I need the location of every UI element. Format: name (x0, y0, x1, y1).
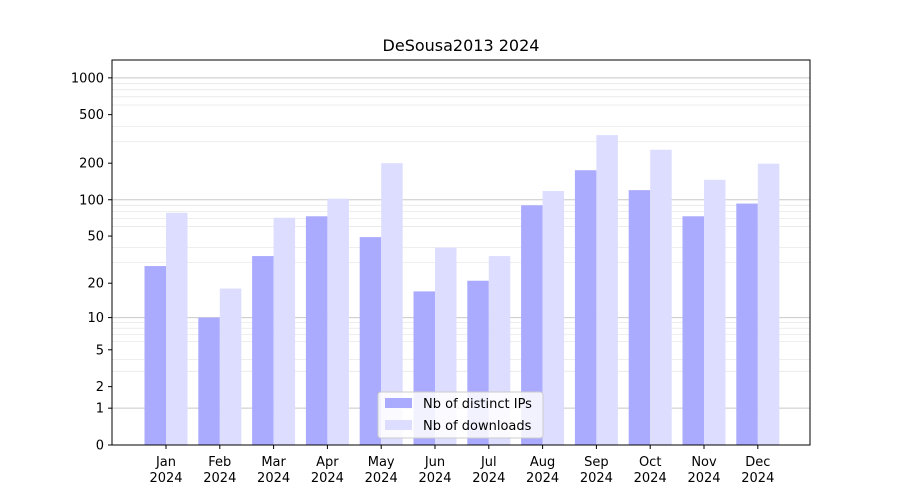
chart-title: DeSousa2013 2024 (383, 36, 540, 55)
bar-downloads-feb (219, 288, 242, 445)
x-tick-label-year: 2024 (365, 471, 398, 486)
x-tick-label-year: 2024 (418, 471, 451, 486)
bar-downloads-sep (596, 135, 618, 445)
bars (144, 135, 780, 445)
bar-ips-mar (252, 256, 274, 445)
legend-label-downloads: Nb of downloads (423, 419, 532, 434)
bar-ips-jan (144, 266, 166, 445)
y-tick-label: 1 (96, 402, 104, 417)
x-tick-label-year: 2024 (634, 471, 667, 486)
bar-downloads-aug (542, 191, 565, 445)
x-tick-label-year: 2024 (149, 471, 182, 486)
legend-swatch-downloads (385, 420, 412, 430)
y-axis-ticks: 0 1 2 5 10 20 50 100 200 500 1000 (71, 71, 112, 454)
x-tick-label-month: Jun (424, 455, 445, 470)
x-tick-label-month: Jan (155, 455, 176, 470)
y-tick-label: 500 (79, 108, 104, 123)
bar-ips-may (359, 237, 382, 445)
x-tick-label-month: Jul (480, 455, 497, 470)
bar-ips-oct (628, 190, 651, 445)
bar-downloads-nov (704, 179, 726, 445)
x-axis-ticks: Jan2024Feb2024Mar2024Apr2024May2024Jun20… (149, 445, 774, 486)
bar-ips-apr (305, 216, 328, 445)
plot-frame (111, 59, 811, 446)
x-tick-label-year: 2024 (257, 471, 290, 486)
x-tick-label-month: Dec (745, 455, 770, 470)
bar-downloads-mar (273, 217, 296, 445)
y-tick-label: 100 (79, 193, 104, 208)
bar-downloads-apr (327, 198, 349, 445)
bar-ips-nov (682, 216, 704, 445)
x-tick-label-month: Apr (316, 455, 339, 470)
x-tick-label-month: Mar (261, 455, 286, 470)
bar-ips-feb (198, 317, 220, 445)
x-tick-label-month: May (368, 455, 395, 470)
x-tick-label-month: Aug (530, 455, 555, 470)
y-tick-label: 5 (96, 343, 104, 358)
x-tick-label-year: 2024 (203, 471, 236, 486)
y-tick-label: 50 (87, 230, 104, 245)
x-tick-label-year: 2024 (580, 471, 613, 486)
y-tick-label: 0 (96, 439, 104, 454)
y-tick-label: 20 (87, 277, 104, 292)
x-tick-label-month: Sep (584, 455, 609, 470)
bar-downloads-jan (166, 212, 188, 445)
legend: Nb of distinct IPs Nb of downloads (377, 391, 544, 439)
y-tick-label: 10 (87, 311, 104, 326)
x-tick-label-year: 2024 (472, 471, 505, 486)
bar-ips-aug (521, 205, 543, 445)
bar-downloads-oct (650, 149, 672, 445)
y-tick-label: 1000 (71, 71, 104, 86)
y-tick-label: 200 (79, 157, 104, 172)
legend-box (377, 391, 544, 439)
bar-downloads-dec (757, 163, 780, 445)
x-tick-label-year: 2024 (687, 471, 720, 486)
x-tick-label-year: 2024 (311, 471, 344, 486)
legend-label-ips: Nb of distinct IPs (423, 397, 532, 412)
x-tick-label-year: 2024 (526, 471, 559, 486)
x-tick-label-month: Feb (208, 455, 231, 470)
x-tick-label-month: Nov (691, 455, 717, 470)
y-tick-label: 2 (96, 380, 104, 395)
bar-ips-sep (574, 170, 597, 445)
x-tick-label-year: 2024 (741, 471, 774, 486)
bar-ips-dec (736, 203, 758, 445)
legend-swatch-ips (385, 398, 412, 408)
bar-downloads-may (381, 163, 403, 445)
x-tick-label-month: Oct (639, 455, 661, 470)
